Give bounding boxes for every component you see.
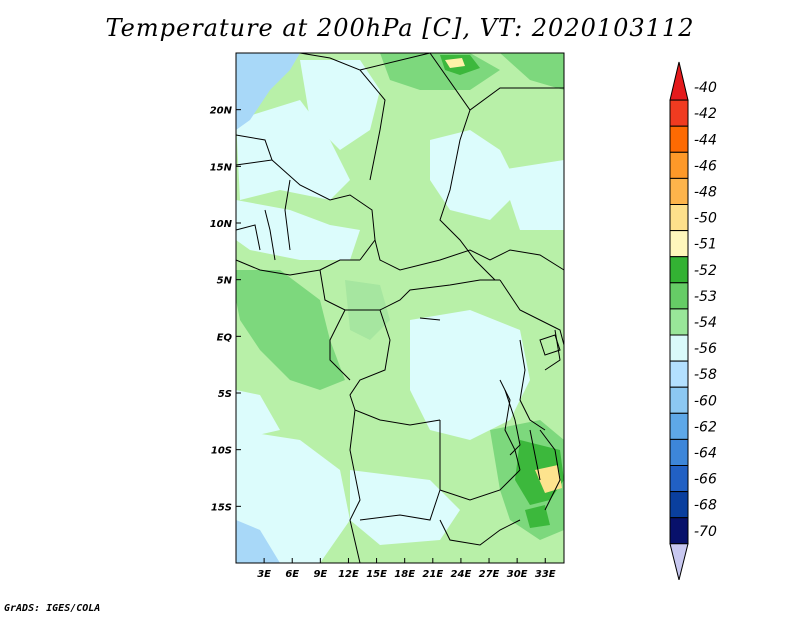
lon-tick-label: 12E (338, 569, 359, 580)
map-frame (235, 52, 565, 564)
colorbar-swatch (669, 256, 689, 284)
colorbar-swatch (669, 491, 689, 519)
colorbar-swatch (669, 151, 689, 179)
lon-tick-label: 3E (257, 569, 271, 580)
colorbar-swatch (669, 99, 689, 127)
lat-tick-label: 5N (217, 276, 233, 287)
lat-tick-label: 10N (210, 219, 233, 230)
colorbar-swatch (669, 543, 689, 581)
lat-tick-label: 15N (210, 162, 233, 173)
lon-tick-label: 9E (313, 569, 327, 580)
lon-tick-label: 18E (394, 569, 415, 580)
lat-tick-label: EQ (217, 332, 233, 343)
colorbar-swatch (669, 517, 689, 545)
colorbar-label: -66 (694, 472, 717, 488)
colorbar-label: -46 (694, 158, 717, 174)
colorbar-swatch (669, 438, 689, 466)
colorbar-label: -60 (694, 393, 717, 409)
lat-tick-label: 15S (211, 502, 232, 513)
colorbar-label: -50 (694, 211, 717, 227)
colorbar-swatch (669, 125, 689, 153)
colorbar-label: -58 (694, 367, 717, 383)
colorbar-label: -56 (694, 341, 717, 357)
lakes (419, 317, 561, 481)
colorbar-label: -51 (694, 237, 717, 253)
lon-tick-label: 15E (366, 569, 387, 580)
country-borders (235, 52, 565, 564)
colorbar-label: -40 (694, 80, 717, 96)
colorbar-swatch (669, 360, 689, 388)
colorbar-swatch (669, 334, 689, 362)
colorbar-label: -62 (694, 419, 717, 435)
latitude-axis: 20N 15N 10N 5N EQ 5S 10S 15S (210, 106, 241, 513)
colorbar-swatch (669, 308, 689, 336)
lat-tick-label: 20N (210, 106, 233, 117)
colorbar-swatch (669, 465, 689, 493)
colorbar-swatch (669, 61, 689, 101)
colorbar-label: -48 (694, 185, 717, 201)
colorbar-swatch (669, 282, 689, 310)
colorbar-label: -42 (694, 106, 717, 122)
colorbar-label: -44 (694, 132, 717, 148)
chart-title: Temperature at 200hPa [C], VT: 202010311… (105, 14, 695, 42)
lat-tick-label: 10S (211, 446, 232, 457)
colorbar-label: -52 (694, 263, 717, 279)
colorbar-swatch (669, 230, 689, 258)
colorbar-swatch (669, 386, 689, 414)
colorbar-swatch (669, 177, 689, 205)
lon-tick-label: 6E (285, 569, 299, 580)
colorbar-label: -53 (694, 289, 717, 305)
lat-tick-label: 5S (218, 389, 232, 400)
longitude-axis: 3E 6E 9E 12E 15E 18E 21E 24E 27E 30E 33E (257, 558, 556, 580)
temperature-field (236, 53, 564, 563)
lon-tick-label: 24E (451, 569, 472, 580)
colorbar-label: -68 (694, 498, 717, 514)
lon-tick-label: 27E (479, 569, 500, 580)
colorbar-label: -70 (694, 524, 717, 540)
colorbar-swatch (669, 412, 689, 440)
colorbar-label: -54 (694, 315, 717, 331)
colorbar-swatch (669, 204, 689, 232)
lon-tick-label: 33E (535, 569, 556, 580)
lon-tick-label: 21E (422, 569, 443, 580)
colorbar-label: -64 (694, 446, 717, 462)
footer-credit: GrADS: IGES/COLA (4, 603, 101, 614)
lon-tick-label: 30E (507, 569, 528, 580)
